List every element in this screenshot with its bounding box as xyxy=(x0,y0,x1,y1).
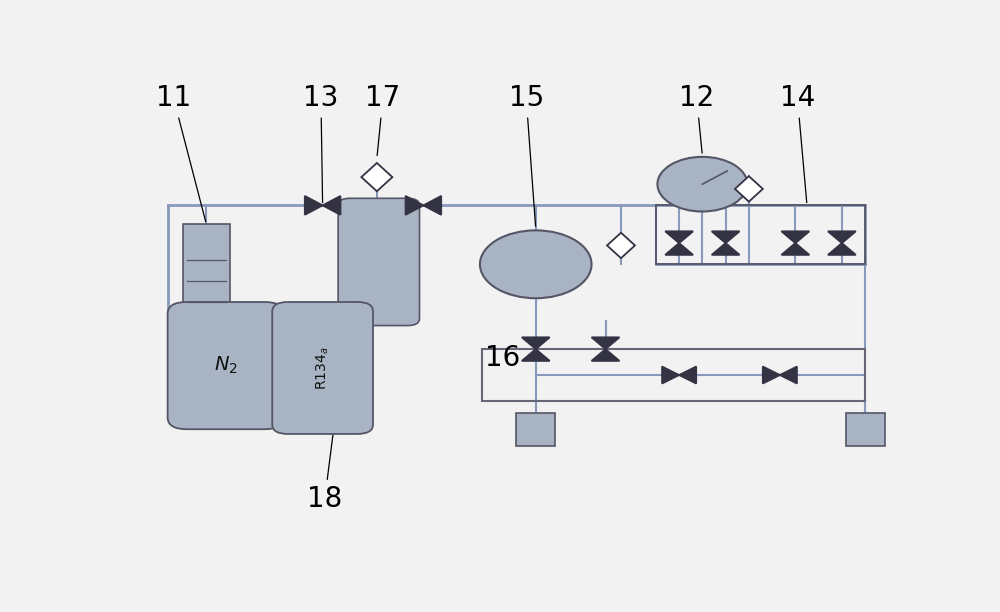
FancyBboxPatch shape xyxy=(272,302,373,434)
Polygon shape xyxy=(828,243,856,255)
Polygon shape xyxy=(712,231,740,243)
Polygon shape xyxy=(522,337,550,349)
Circle shape xyxy=(657,157,747,212)
Text: 11: 11 xyxy=(156,84,206,222)
Text: 16: 16 xyxy=(485,343,521,371)
Polygon shape xyxy=(665,243,693,255)
Polygon shape xyxy=(712,243,740,255)
FancyBboxPatch shape xyxy=(168,302,284,429)
Circle shape xyxy=(480,230,592,298)
FancyBboxPatch shape xyxy=(183,224,230,312)
Polygon shape xyxy=(361,163,392,191)
Text: 12: 12 xyxy=(679,84,714,153)
Polygon shape xyxy=(522,349,550,361)
Text: 18: 18 xyxy=(307,427,342,513)
Text: 14: 14 xyxy=(780,84,815,203)
Polygon shape xyxy=(679,367,696,384)
Polygon shape xyxy=(607,233,635,258)
Polygon shape xyxy=(592,337,619,349)
Polygon shape xyxy=(780,367,797,384)
Text: 17: 17 xyxy=(365,84,400,155)
Polygon shape xyxy=(828,231,856,243)
Polygon shape xyxy=(592,349,619,361)
Polygon shape xyxy=(735,176,763,201)
Text: $N_2$: $N_2$ xyxy=(214,355,238,376)
Text: R134$_a$: R134$_a$ xyxy=(314,346,331,390)
FancyBboxPatch shape xyxy=(846,412,885,446)
FancyBboxPatch shape xyxy=(516,412,555,446)
Polygon shape xyxy=(665,231,693,243)
Polygon shape xyxy=(781,231,809,243)
Polygon shape xyxy=(781,243,809,255)
Polygon shape xyxy=(763,367,780,384)
Polygon shape xyxy=(323,196,340,215)
Text: 13: 13 xyxy=(303,84,339,203)
Polygon shape xyxy=(406,196,423,215)
FancyBboxPatch shape xyxy=(175,309,237,328)
FancyBboxPatch shape xyxy=(338,198,420,326)
Polygon shape xyxy=(305,196,323,215)
Polygon shape xyxy=(423,196,441,215)
Polygon shape xyxy=(662,367,679,384)
Text: 15: 15 xyxy=(509,84,544,226)
